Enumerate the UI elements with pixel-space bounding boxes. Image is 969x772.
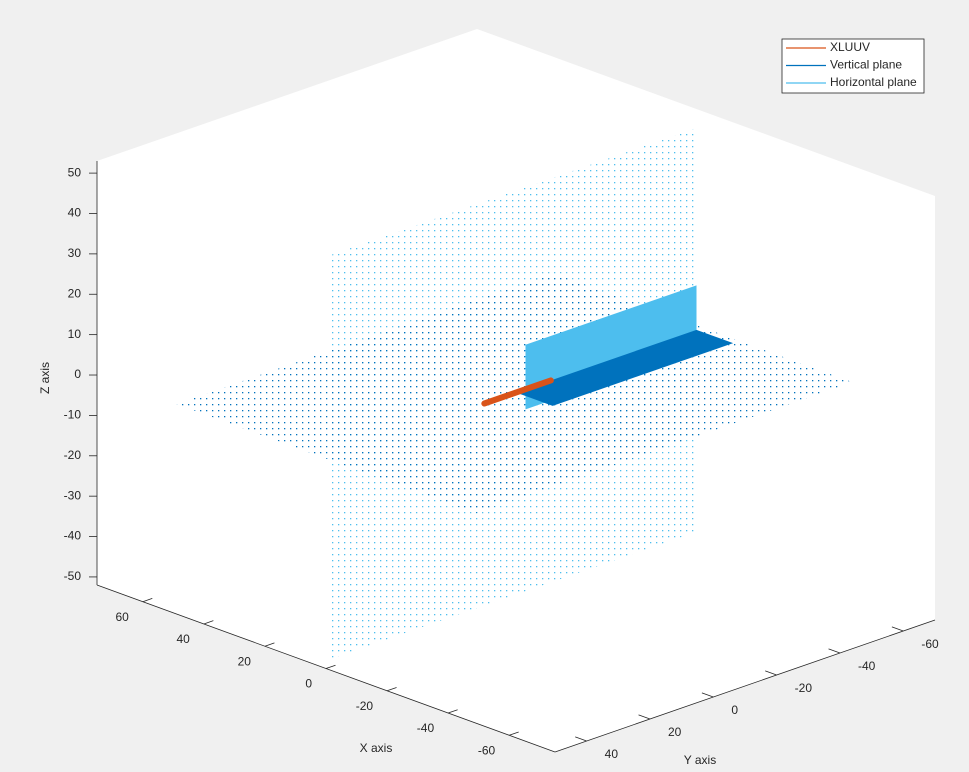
- y-tick-label: 40: [605, 747, 619, 761]
- x-tick-label: 0: [305, 677, 312, 691]
- y-tick: [828, 648, 841, 654]
- y-tick: [638, 714, 651, 720]
- x-tick: [509, 731, 519, 736]
- legend-label: Vertical plane: [830, 58, 902, 72]
- z-tick-label: 40: [68, 206, 82, 220]
- plane-region: [516, 329, 734, 406]
- legend: XLUUV Vertical plane Horizontal plane: [781, 38, 925, 94]
- z-tick-label: 20: [68, 286, 82, 300]
- x-tick-label: 60: [115, 610, 129, 624]
- x-tick-label: -20: [356, 699, 374, 713]
- x-tick: [325, 664, 336, 669]
- z-tick-label: -50: [64, 569, 82, 583]
- y-tick: [891, 626, 904, 632]
- y-tick-label: -60: [921, 637, 939, 651]
- z-tick-label: 10: [68, 327, 82, 341]
- y-tick: [575, 736, 587, 742]
- x-tick: [386, 687, 397, 692]
- z-tick-label: -40: [64, 529, 82, 543]
- plot-area: [176, 127, 853, 660]
- y-tick-label: 20: [668, 725, 682, 739]
- axes: -60 -40 -20 0 20 40 60 -60 -40 -20 0 20 40 -50 -40 -30 -…: [64, 161, 939, 761]
- legend-label: Horizontal plane: [830, 75, 917, 89]
- y-tick-label: -40: [858, 659, 876, 673]
- z-tick-label: 0: [74, 367, 81, 381]
- x-tick-label: -60: [478, 743, 496, 757]
- x-tick: [448, 709, 458, 714]
- y-axis-label: Y axis: [684, 753, 716, 767]
- x-tick: [142, 598, 153, 603]
- x-tick-label: 20: [238, 654, 252, 668]
- z-axis-label: Z axis: [38, 362, 52, 394]
- z-tick-label: 50: [68, 165, 82, 179]
- x-tick-label: 40: [177, 632, 191, 646]
- y-axis-line: [554, 619, 936, 753]
- z-tick-label: -20: [64, 448, 82, 462]
- x-axis-label: X axis: [360, 741, 393, 755]
- x-tick: [203, 620, 214, 625]
- vehicle-line: [481, 377, 554, 407]
- y-tick: [701, 692, 714, 698]
- z-tick-label: -10: [64, 408, 82, 422]
- z-tick-label: -30: [64, 488, 82, 502]
- legend-label: XLUUV: [830, 40, 870, 54]
- x-tick: [264, 642, 275, 647]
- x-tick-label: -40: [417, 721, 435, 735]
- z-tick-label: 30: [68, 246, 82, 260]
- y-tick-label: -20: [795, 681, 813, 695]
- y-tick: [765, 670, 777, 676]
- y-tick-label: 0: [731, 703, 738, 717]
